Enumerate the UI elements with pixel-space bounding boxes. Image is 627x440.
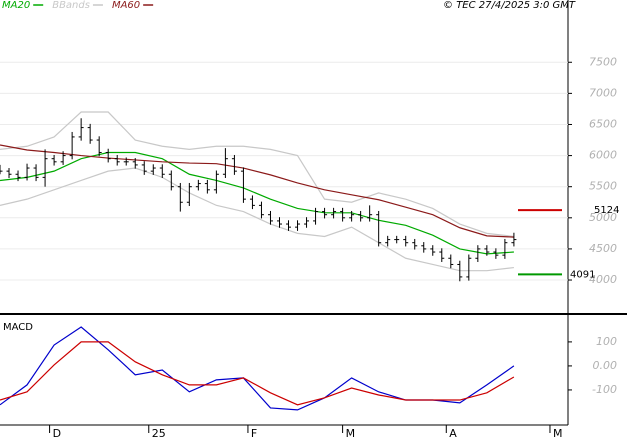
y-tick-label: 7000	[589, 86, 617, 99]
y-tick-label: -100	[592, 383, 617, 396]
x-tick-label: F	[251, 427, 257, 440]
x-tick-label: M	[553, 427, 563, 440]
legend-label: BBands	[52, 0, 90, 11]
y-tick-label: 5500	[589, 180, 617, 193]
y-tick-label: 0.00	[593, 359, 618, 372]
x-tick-label: M	[346, 427, 356, 440]
header: © TEC 27/4/2025 3:0 GMT	[443, 0, 576, 11]
y-tick-label: 4000	[589, 273, 617, 286]
x-tick-label: 25	[152, 427, 166, 440]
y-tick-label: 100	[596, 335, 617, 348]
panel-title: MACD	[3, 322, 33, 333]
legend-label: MA60	[112, 0, 140, 11]
legend-label: MA20	[2, 0, 30, 11]
series-line	[0, 111, 514, 238]
y-tick-label: 7500	[589, 55, 617, 68]
series-line	[0, 341, 515, 406]
y-tick-label: 5000	[589, 211, 617, 224]
series-line	[0, 151, 514, 255]
x-tick-label: D	[53, 427, 61, 440]
series-line	[0, 167, 514, 272]
y-tick-label: 6500	[589, 117, 617, 130]
y-tick-label: 4500	[589, 242, 617, 255]
x-tick-label: A	[449, 427, 457, 440]
series-line	[0, 144, 514, 238]
level-label: 5124	[594, 205, 619, 216]
y-tick-label: 6000	[589, 149, 617, 162]
level-label: 4091	[570, 269, 595, 280]
